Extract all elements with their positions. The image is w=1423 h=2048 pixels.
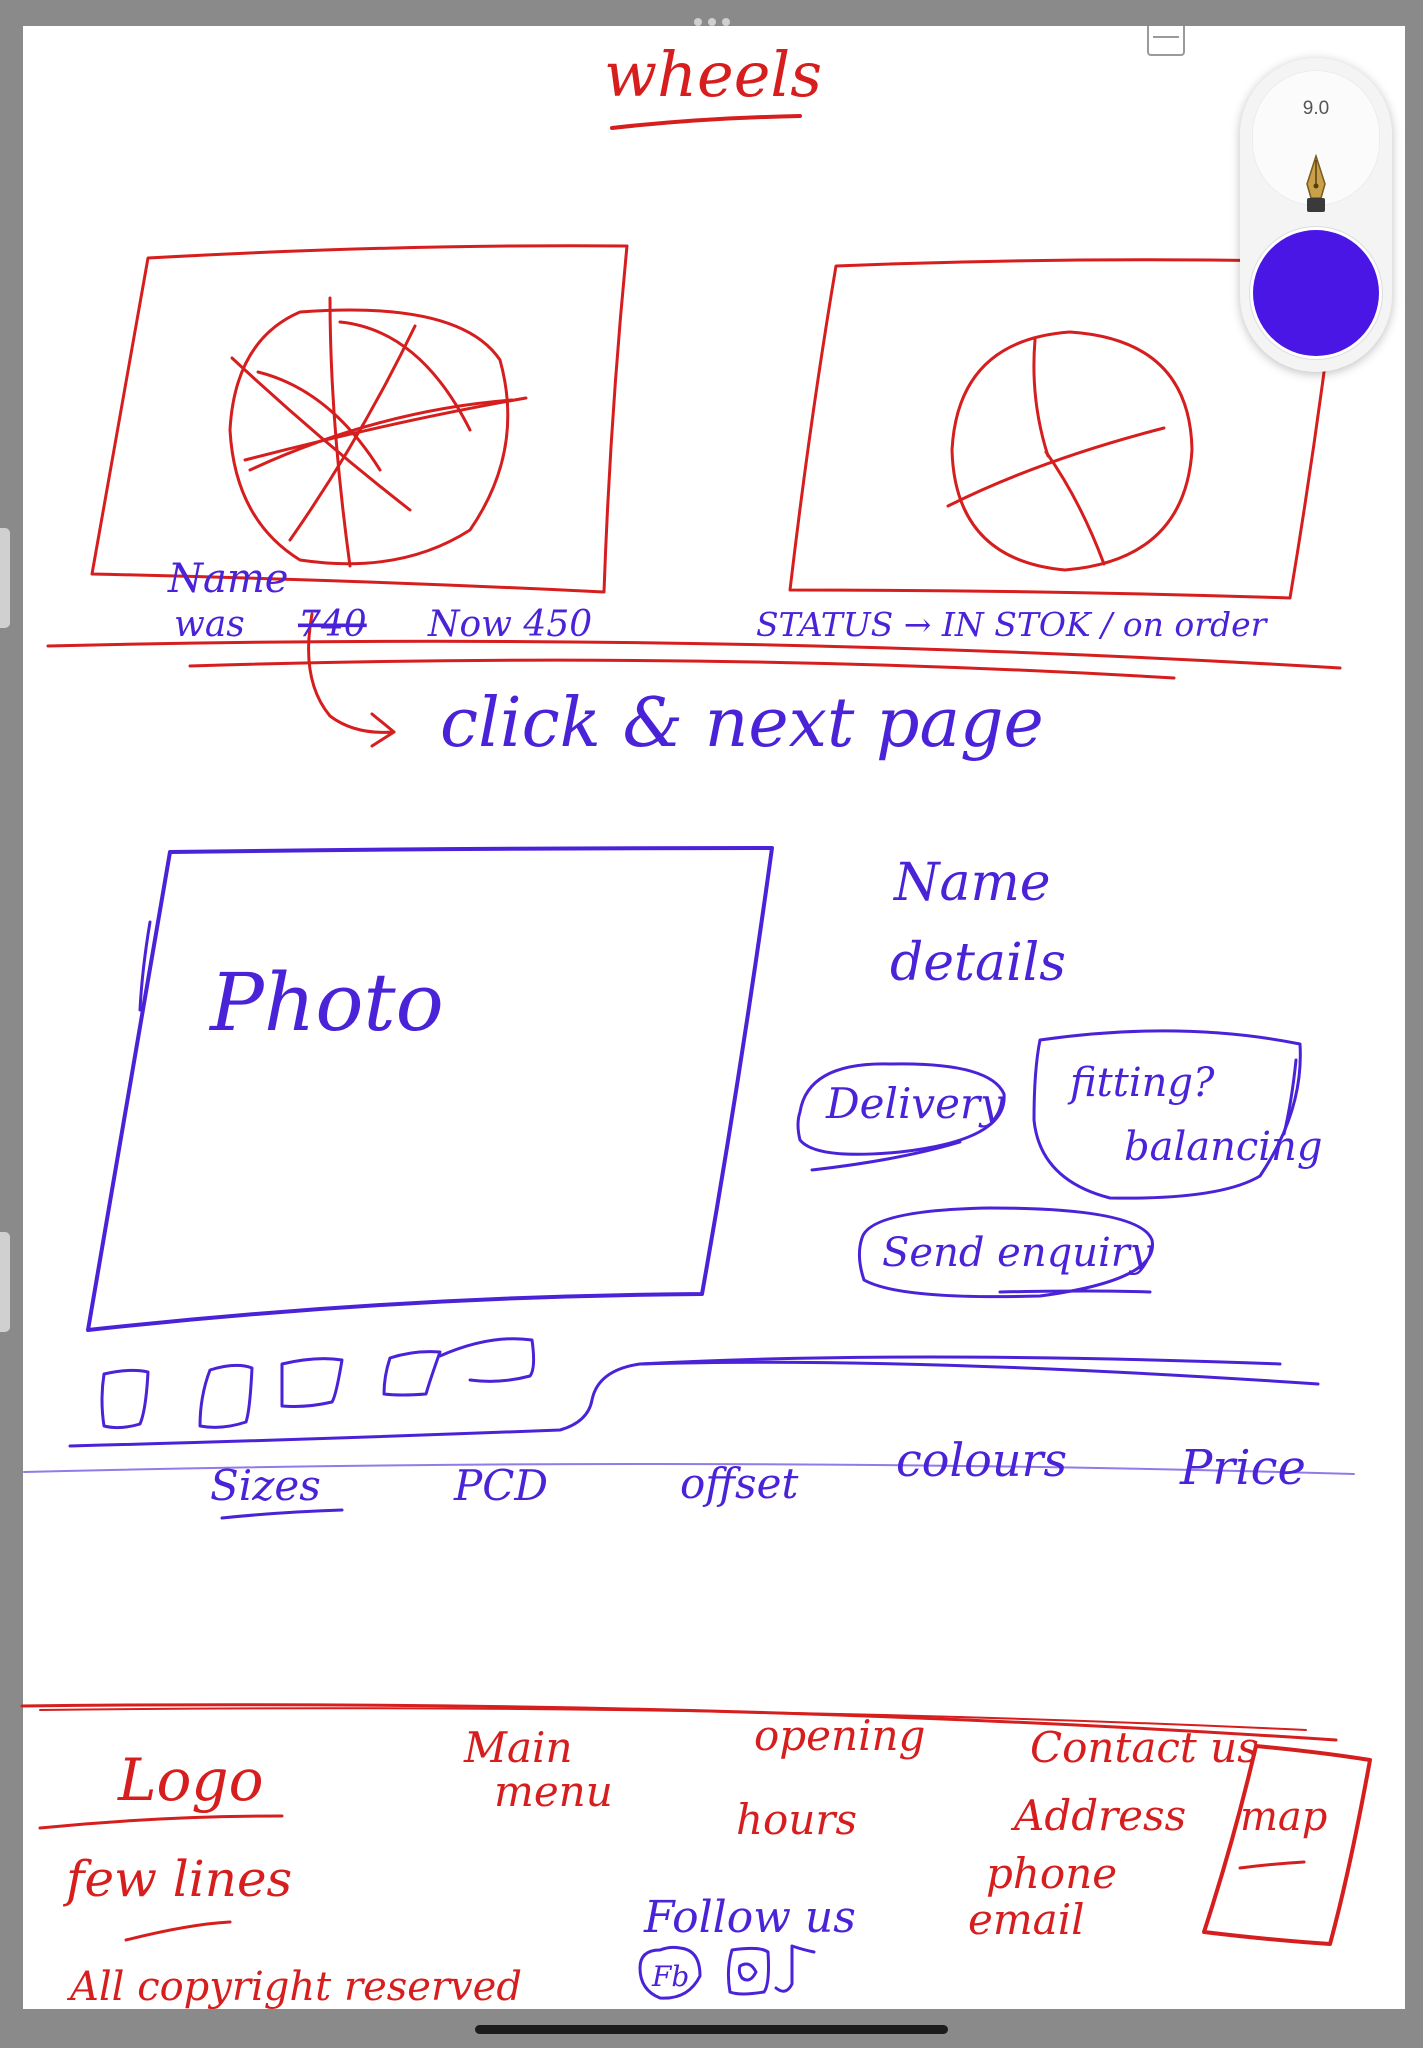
tab-sizes-underline [220,1508,344,1520]
save-icon[interactable] [1147,26,1185,56]
footer-logo: Logo [117,1746,263,1814]
listing-name-label: Name [167,556,288,602]
listing-price-old: 740 [298,604,367,645]
instagram-icon [726,1946,770,1996]
listing-card-1 [90,244,629,594]
map-placeholder [1202,1744,1372,1946]
fountain-pen-icon [1306,154,1326,212]
footer-opening-line1: opening [754,1711,925,1760]
title-underline [610,114,802,130]
thumbnail-5 [438,1337,536,1383]
tiktok-icon [774,1944,816,1993]
footer-map-label: map [1240,1794,1327,1840]
enquiry-button[interactable]: Send enquiry [882,1230,1154,1276]
product-details-label: details [890,933,1066,993]
tab-offset[interactable]: offset [680,1459,798,1508]
enquiry-button-outline [857,1206,1154,1299]
tab-sizes[interactable]: Sizes [210,1461,321,1510]
footer-main-menu-line2[interactable]: menu [494,1767,613,1816]
listing-price-was: was [174,604,245,645]
page-title: wheels [604,38,822,111]
pen-tool-button[interactable]: 9.0 [1252,70,1380,212]
tab-price[interactable]: Price [1179,1440,1306,1496]
click-next-page-note: click & next page [440,684,1044,763]
tab-colours[interactable]: colours [896,1433,1067,1487]
home-indicator[interactable] [475,2025,948,2034]
thumbnail-3 [280,1357,344,1408]
pen-size-value: 9.0 [1302,98,1330,119]
wheel-sketch-2 [950,330,1194,572]
fitting-button-line1[interactable]: fitting? [1067,1060,1215,1106]
fitting-button-line2[interactable]: balancing [1124,1124,1322,1170]
footer-logo-sub: few lines [62,1850,292,1908]
click-arrow [307,612,396,748]
footer-follow: Follow us [643,1892,856,1943]
photo-frame [86,846,774,1332]
footer-copyright: All copyright reserved [66,1964,522,2010]
listing-divider [46,639,1342,670]
wheel-sketch-1 [228,308,510,566]
thumbnail-2 [198,1363,254,1429]
logo-underline [38,1814,284,1830]
listing-status: STATUS → IN STOK / on order [756,605,1269,644]
footer-social-fb[interactable]: Fb [651,1960,689,1993]
side-handle-bottom[interactable] [0,1232,10,1332]
delivery-button[interactable]: Delivery [825,1079,1005,1128]
thumbnail-1 [100,1368,150,1430]
fitting-button-outline [1032,1029,1302,1200]
tab-pcd[interactable]: PCD [453,1461,548,1510]
multitask-grabber[interactable] [690,16,734,28]
footer-phone: phone [986,1849,1117,1898]
side-handle-top[interactable] [0,528,10,628]
listing-card-2 [788,258,1340,600]
photo-label: Photo [208,956,444,1049]
footer-address: Address [1010,1791,1186,1840]
listing-price-now: Now 450 [427,604,592,645]
product-name-label: Name [892,853,1051,913]
canvas-page[interactable] [23,26,1405,2009]
footer-opening-line2: hours [736,1795,857,1844]
pen-palette[interactable]: 9.0 [1240,58,1392,372]
facebook-icon [638,1945,702,2000]
color-swatch-active[interactable] [1253,230,1379,356]
footer-main-menu-line1[interactable]: Main [463,1723,573,1772]
footer-contact[interactable]: Contact us [1030,1723,1259,1772]
thumbnail-4 [382,1350,442,1397]
footer-email: email [968,1895,1085,1944]
tab-strip-outline [68,1360,1320,1448]
delivery-button-outline [796,1062,1006,1156]
